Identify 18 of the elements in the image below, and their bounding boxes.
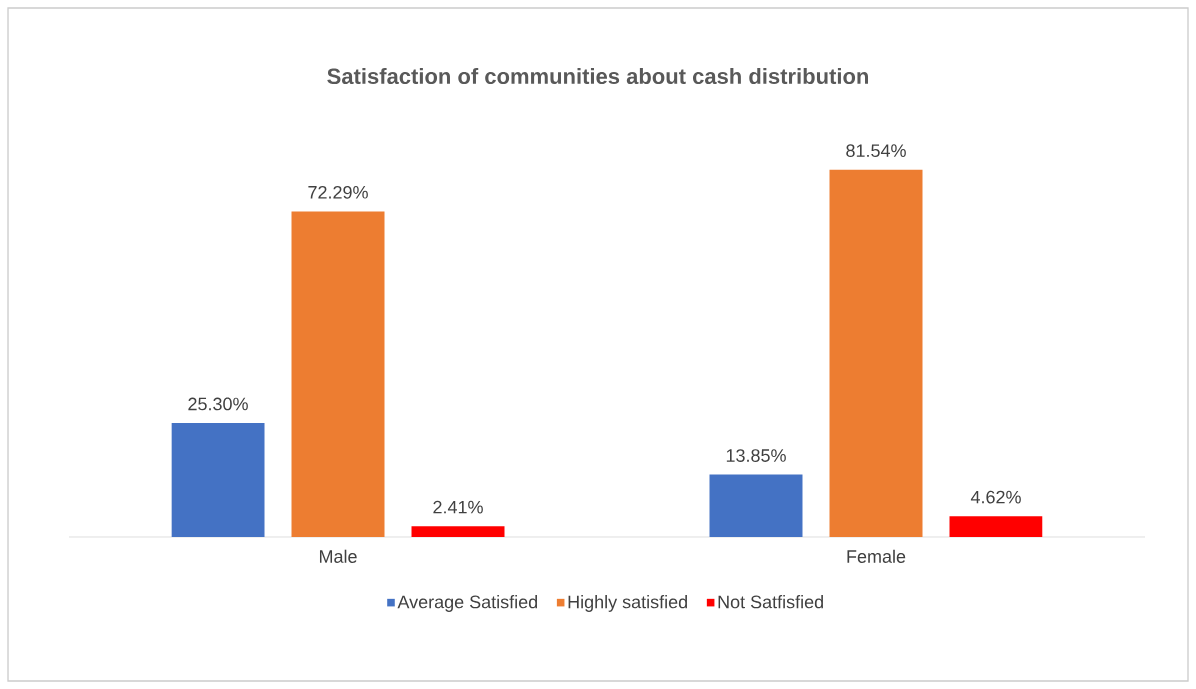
data-label: 13.85% [726,449,786,462]
legend-label: Not Satfisfied [718,595,823,609]
data-label: 81.54% [846,144,906,157]
bar [949,516,1043,537]
data-label: 72.29% [308,185,368,199]
legend-label: Average Satisfied [397,595,538,612]
data-label: 2.41% [433,500,483,514]
bar [411,526,505,537]
bar [829,169,923,537]
bar [709,474,803,537]
bar [291,211,385,537]
data-label: 25.30% [188,397,248,411]
bar [171,423,265,537]
chart-title: Satisfaction of communities about cash distribution [327,67,868,85]
data-label: 4.62% [970,490,1021,504]
x-tick-label: Female [847,549,906,563]
x-tick-label: Male [319,549,357,563]
legend-label: Highly satisfied [568,595,687,612]
